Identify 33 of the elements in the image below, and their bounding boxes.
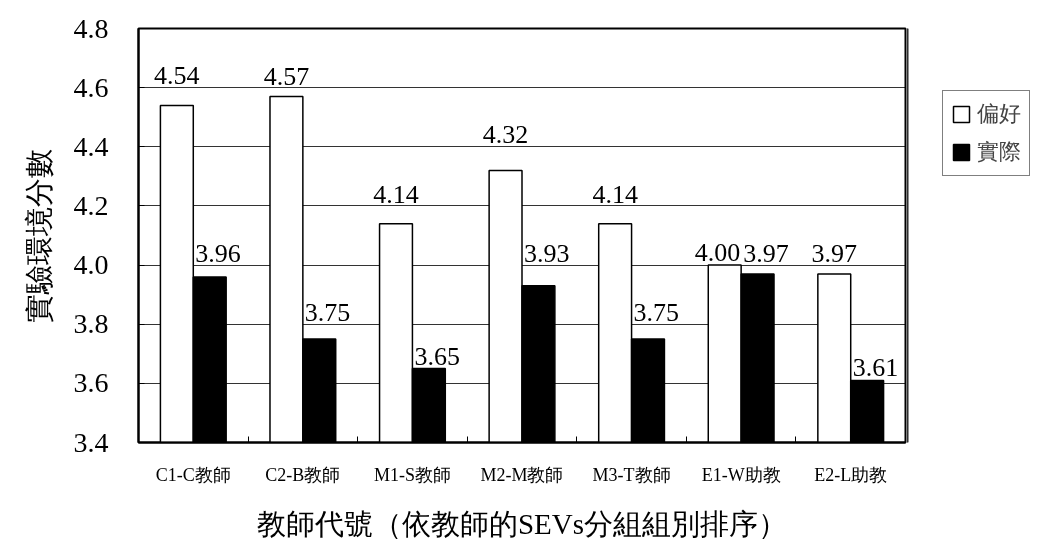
data-label: 3.65 [414, 341, 460, 371]
data-label: 4.54 [154, 61, 200, 91]
y-tick-label: 3.8 [73, 308, 109, 340]
x-tick-label: E1-W助教 [701, 464, 781, 485]
data-label: 3.75 [304, 298, 351, 327]
x-tick-label: C2-B教師 [265, 464, 341, 485]
data-label: 3.97 [811, 238, 858, 268]
y-tick-label: 4.4 [73, 130, 109, 162]
y-tick-label: 4.8 [73, 12, 109, 44]
x-tick-label: M2-M教師 [480, 464, 564, 485]
data-label: 3.93 [524, 238, 570, 268]
y-tick-label: 3.6 [73, 367, 109, 399]
legend-label: 實際 [977, 137, 1021, 166]
x-tick-label: M1-S教師 [373, 464, 451, 485]
x-tick-label: E2-L助教 [814, 464, 888, 485]
x-axis-title: 教師代號（依教師的SEVs分組組別排序） [256, 507, 788, 540]
data-label: 4.14 [592, 179, 638, 209]
data-label: 3.96 [195, 238, 241, 268]
data-label: 3.75 [633, 298, 680, 327]
y-tick-label: 4.0 [73, 249, 109, 281]
y-tick-label: 4.2 [73, 189, 109, 221]
y-axis-title: 實驗環境分數 [22, 148, 55, 323]
legend-label: 偏好 [977, 99, 1021, 128]
x-tick-label: M3-T教師 [592, 464, 671, 485]
data-label: 4.00 [694, 238, 741, 268]
data-label: 4.32 [482, 120, 529, 150]
data-label: 3.97 [743, 238, 789, 268]
y-tick-label: 4.6 [73, 71, 109, 103]
x-tick-label: C1-C教師 [155, 464, 231, 485]
y-tick-label: 3.4 [73, 426, 109, 458]
data-label: 3.61 [852, 353, 899, 383]
data-label: 4.14 [373, 179, 419, 209]
data-label: 4.57 [263, 61, 310, 91]
